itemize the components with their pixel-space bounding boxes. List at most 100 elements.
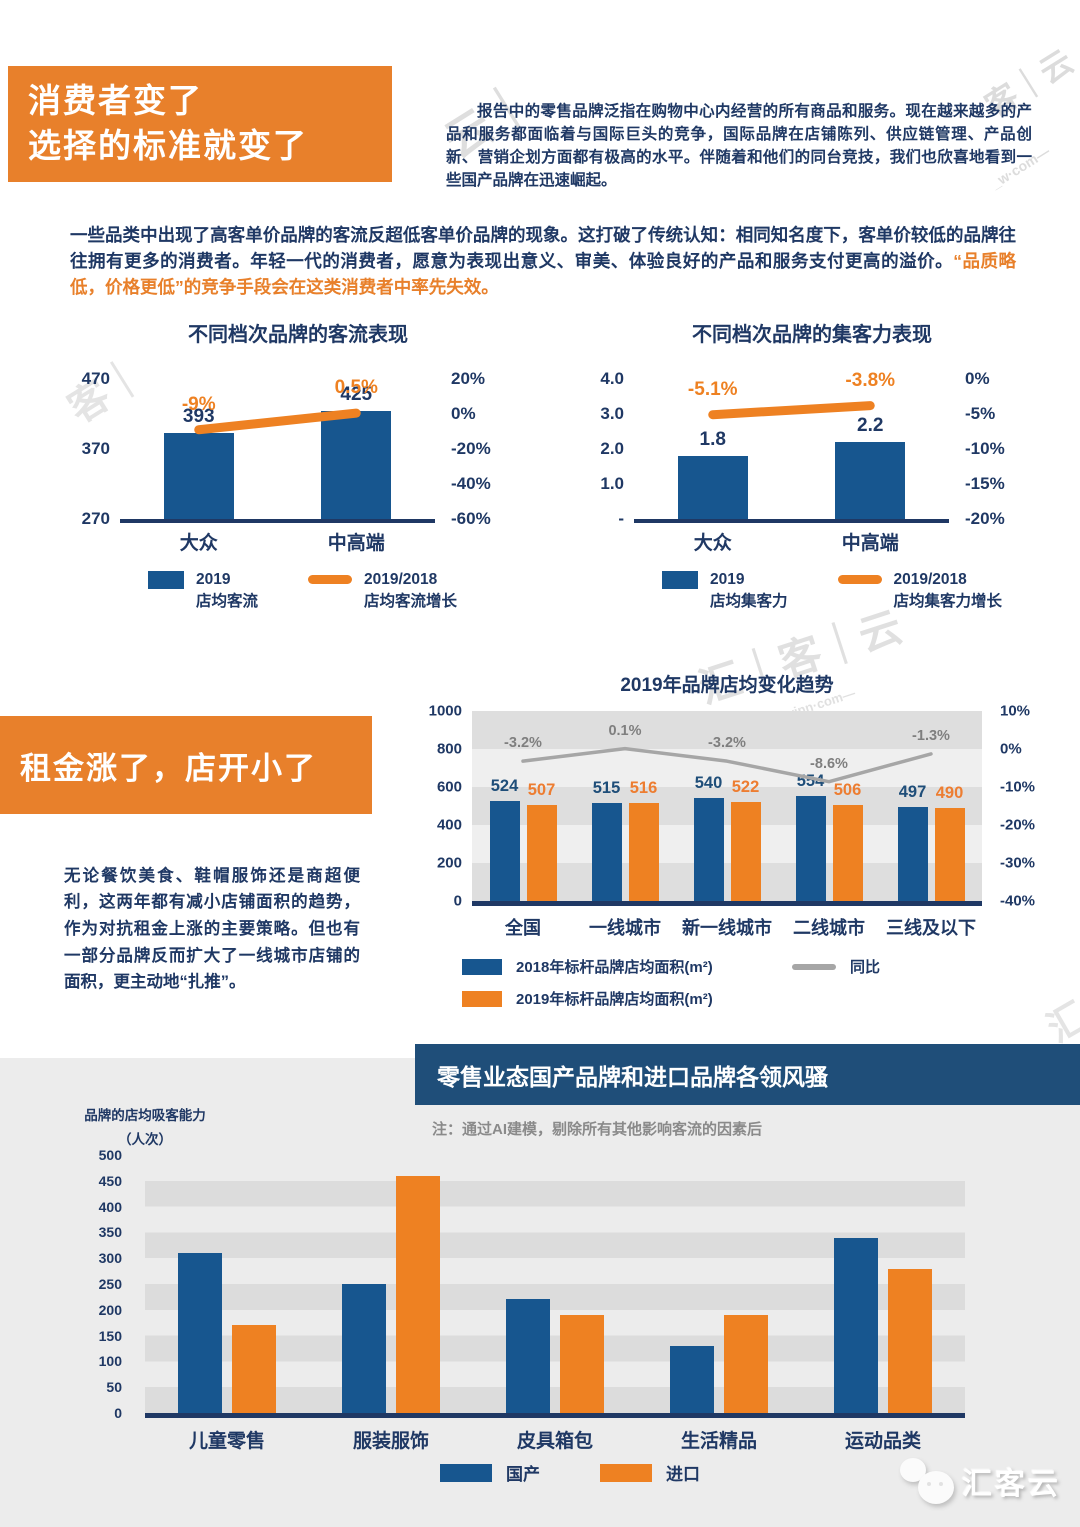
chart-plot-area: 1.8 2.2 -5.1% -3.8% — [634, 370, 949, 523]
axis-ticks-left: 1000 800 600 400 200 0 — [420, 703, 472, 910]
bar-儿童零售 — [178, 1253, 222, 1413]
category-cell: 425 — [278, 379, 436, 519]
bar-row: 393 425 — [120, 379, 435, 519]
bottom-chart-categories: 儿童零售 服装服饰 皮具箱包 生活精品 运动品类 — [145, 1426, 965, 1453]
bar-value-label: 497 — [898, 782, 927, 801]
axis-tick: 1000 — [428, 702, 462, 720]
category-label: 新一线城市 — [682, 918, 772, 938]
category-cell: 2.2 — [792, 379, 950, 519]
legend-item: 2018年标杆品牌店均面积(m²) — [462, 956, 792, 977]
bar-服装服饰 — [396, 1175, 440, 1413]
trend-point-label: -3.2% — [708, 735, 746, 752]
category-row: 大众 中高端 — [58, 523, 538, 559]
spacer — [572, 523, 634, 559]
trend-point-label: -9% — [181, 393, 216, 415]
legend-label: 2019年标杆品牌店均面积(m²) — [516, 991, 713, 1008]
bar-运动品类 — [888, 1268, 932, 1413]
category-cell: 1.8 — [634, 379, 792, 519]
axis-tick: -20% — [451, 439, 491, 458]
bar-运动品类 — [834, 1237, 878, 1413]
axis-tick: 0% — [1000, 740, 1022, 758]
bar-一线城市: 516 — [628, 779, 659, 901]
axis-tick: 2.0 — [600, 439, 624, 458]
lede-highlight-text: “品质略低，价格更低”的竞争手段会在这类消费者中率先失效。 — [70, 250, 1017, 297]
legend-swatch-bar — [462, 958, 502, 975]
bar-row: 1.8 2.2 — [634, 379, 949, 519]
category-label: 大众 — [179, 532, 218, 554]
rent-section-title: 租金涨了，店开小了 — [20, 750, 317, 786]
axis-tick: -5% — [965, 404, 996, 423]
chat-bubble-big — [918, 1471, 954, 1504]
axis-tick: 400 — [436, 816, 462, 834]
legend-item: 2019/2018 店均客流增长 — [308, 569, 457, 614]
axis-tick: 400 — [98, 1198, 122, 1215]
chart-plot-area: 524 507 515 516 540 522 554 506 497 490 -3.2% 0.1% -… — [472, 711, 982, 906]
axis-tick: 350 — [98, 1224, 122, 1241]
chart-traffic-performance: 不同档次品牌的客流表现 470 370 270 393 425 -9% 0.5% 20% 0% -2… — [58, 318, 538, 614]
bar-value-label: 516 — [629, 778, 658, 797]
bar-value-label: 490 — [935, 783, 964, 802]
category-cell: 393 — [120, 379, 278, 519]
axis-tick: 600 — [436, 778, 462, 796]
category-label: 三线及以下 — [886, 918, 976, 938]
legend-item: 2019 店均客流 — [148, 569, 258, 614]
page-title-line2: 选择的标准就变了 — [28, 127, 308, 164]
trend-line — [194, 408, 361, 435]
legend-item: 2019年标杆品牌店均面积(m²) — [462, 988, 792, 1009]
legend-label: 国产 — [506, 1465, 540, 1484]
axis-tick: 450 — [98, 1172, 122, 1189]
traffic-chart-title: 不同档次品牌的客流表现 — [188, 324, 408, 346]
bar-三线及以下: 497 — [897, 783, 928, 901]
category-cell: 515 516 — [574, 711, 676, 901]
axis-tick: -20% — [965, 509, 1005, 528]
trend-point-label: -8.6% — [810, 755, 848, 772]
axis-tick: -40% — [451, 474, 491, 493]
rent-section-body: 无论餐饮美食、鞋帽服饰还是商超便利，这两年都有减小店铺面积的趋势，作为对抗租金上… — [64, 866, 360, 992]
axis-tick: 0% — [451, 404, 476, 423]
legend-swatch-line — [792, 963, 836, 970]
category-cell — [145, 1155, 309, 1413]
axis-tick: 50 — [106, 1379, 122, 1396]
bottom-chart-axis-title: 品牌的店均吸客能力 （人次） — [84, 1108, 206, 1148]
legend-swatch-bar — [662, 571, 698, 589]
axis-tick: 370 — [81, 439, 110, 458]
axis-tick: 100 — [98, 1353, 122, 1370]
wechat-icon — [900, 1458, 954, 1504]
bar-value-label: 2.2 — [857, 415, 884, 436]
axis-ticks-right: 0% -5% -10% -15% -20% — [949, 369, 1052, 528]
axis-tick: 470 — [81, 369, 110, 388]
spacer — [420, 906, 472, 942]
legend-label: 2019/2018 店均客流增长 — [364, 571, 458, 611]
axis-tick: 300 — [98, 1250, 122, 1267]
category-label: 运动品类 — [844, 1431, 921, 1452]
bar-二线城市: 506 — [832, 781, 863, 901]
chart-store-area-trend: 2019年品牌店均变化趋势 1000 800 600 400 200 0 524 507 515 5… — [420, 670, 1068, 1020]
ai-model-note: 注：通过AI建模，剔除所有其他影响客流的因素后 — [432, 1121, 763, 1138]
bubble-eye — [927, 1482, 931, 1486]
legend-label: 2019/2018 店均集客力增长 — [893, 571, 1003, 611]
trend-line — [708, 401, 875, 420]
category-label: 全国 — [505, 918, 541, 938]
axis-tick: - — [618, 509, 624, 528]
axis-tick: 20% — [451, 369, 486, 388]
lede-paragraph: 一些品类中出现了高客单价品牌的客流反超低客单价品牌的现象。这打破了传统认知：相同… — [70, 222, 1016, 301]
bar-大众: 393 — [163, 406, 234, 519]
axis-tick: 4.0 — [600, 369, 624, 388]
legend-row: 2018年标杆品牌店均面积(m²) 同比 — [462, 956, 1068, 977]
bar-服装服饰 — [342, 1284, 386, 1413]
spacer — [982, 906, 1068, 942]
chart-gathering-power: 不同档次品牌的集客力表现 4.0 3.0 2.0 1.0 - 1.8 2.2 -5.1% -3.8… — [572, 318, 1052, 614]
legend-label: 同比 — [850, 959, 881, 976]
bar-皮具箱包 — [506, 1299, 550, 1413]
chart-grid: 470 370 270 393 425 -9% 0.5% 20% 0% -20% -40% -60% — [58, 369, 538, 528]
axis-tick: 800 — [436, 740, 462, 758]
category-label: 生活精品 — [680, 1431, 757, 1452]
axis-tick: 200 — [98, 1301, 122, 1318]
category-label: 一线城市 — [589, 918, 661, 938]
axis-tick: -10% — [1000, 778, 1036, 796]
page-title-line1: 消费者变了 — [28, 82, 203, 120]
bar-value-label: 393 — [182, 405, 215, 427]
category-cell — [309, 1155, 473, 1413]
category-label: 儿童零售 — [188, 1431, 265, 1452]
category-row: 大众 中高端 — [572, 523, 1052, 559]
